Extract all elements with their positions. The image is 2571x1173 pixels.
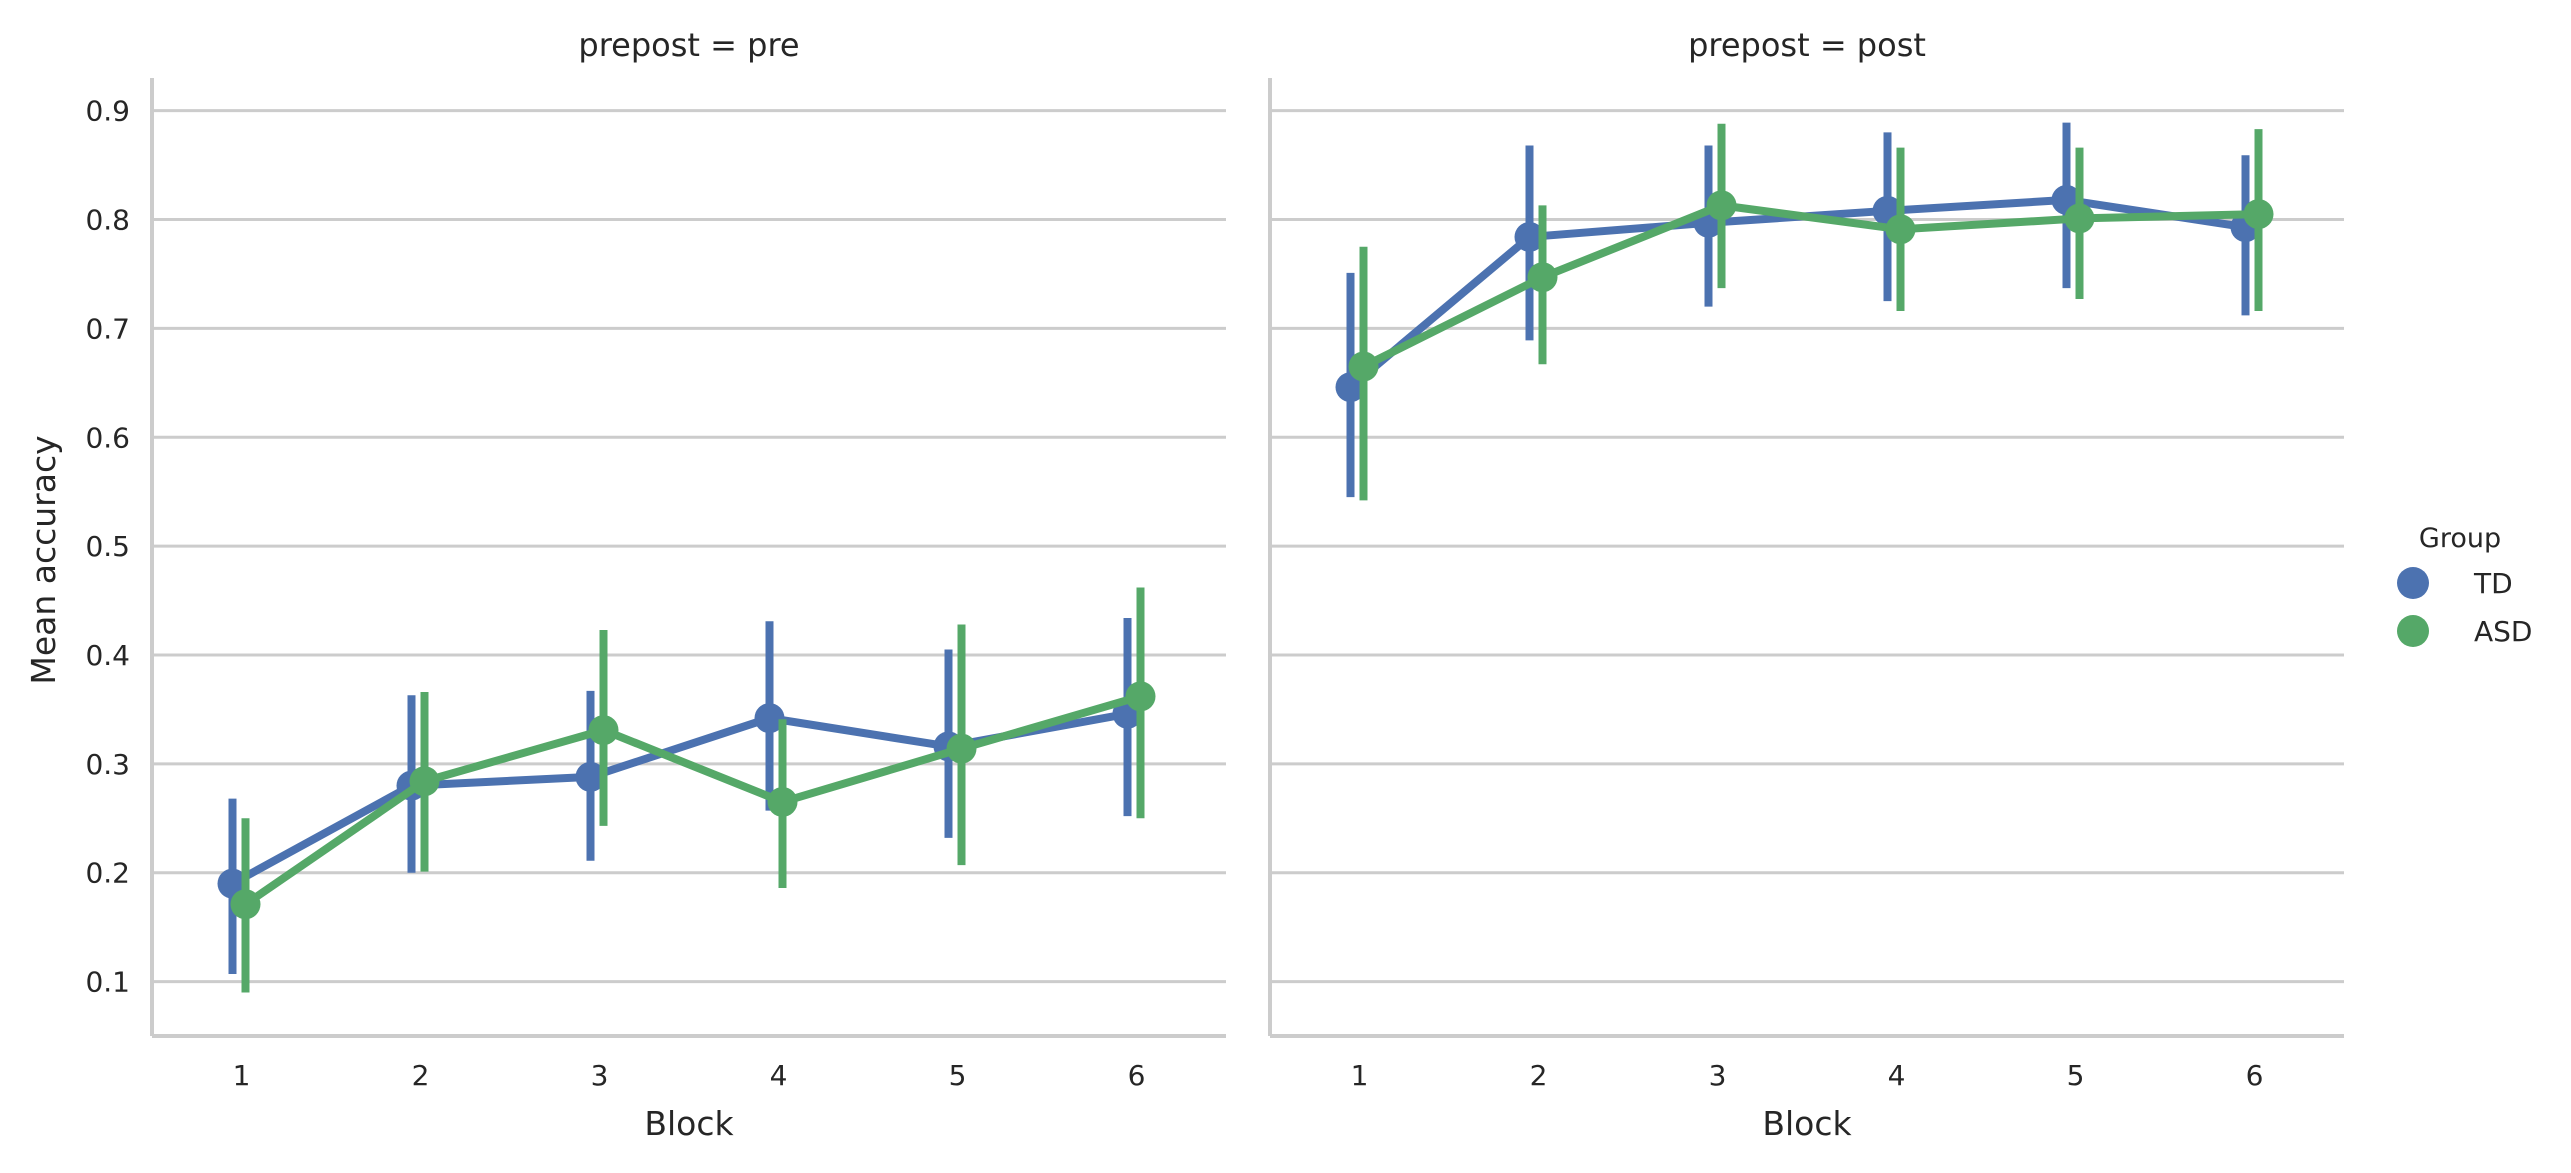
x-tick-label: 4 [1888,1059,1906,1092]
y-tick-label: 0.5 [85,530,130,563]
data-point [230,889,261,920]
data-point [2243,199,2274,230]
data-point [409,766,440,797]
data-point [1125,681,1156,712]
x-axis-label: Block [1762,1104,1852,1143]
panel-title: prepost = pre [578,26,799,64]
y-tick-label: 0.2 [85,857,130,890]
legend-label: TD [2473,567,2513,600]
data-point [1885,214,1916,245]
series-line [1347,195,2247,391]
x-tick-label: 2 [1530,1059,1548,1092]
data-point [588,715,619,746]
x-tick-label: 2 [412,1059,430,1092]
y-tick-label: 0.1 [85,966,130,999]
panel-post: 1 2 3 4 5 6 Block prepost = post [1268,26,2344,1143]
series-td [217,617,1143,974]
series-asd [1348,123,2274,501]
legend-marker [2397,567,2429,599]
y-tick-label: 0.7 [85,312,130,345]
x-tick-label: 3 [591,1059,609,1092]
y-tick-label: 0.3 [85,748,130,781]
y-tick-label: 0.8 [85,204,130,237]
panel-title: prepost = post [1688,26,1926,64]
x-tick-label: 1 [233,1059,251,1092]
x-tick-label: 6 [2246,1059,2264,1092]
data-point [1514,221,1545,252]
x-tick-label: 4 [770,1059,788,1092]
x-tick-label: 1 [1351,1059,1369,1092]
data-point [754,703,785,734]
legend-label: ASD [2474,615,2533,648]
series-line [243,692,1142,908]
legend-title: Group [2419,523,2501,554]
x-tick-label: 5 [949,1059,967,1092]
data-point [2064,203,2095,234]
data-point [1348,351,1379,382]
data-point [946,733,977,764]
data-point [767,786,798,817]
series-asd [230,587,1156,993]
data-point [575,761,606,792]
y-tick-label: 0.4 [85,639,130,672]
panel-pre: 0.1 0.2 0.3 0.4 0.5 0.6 0.7 0.8 0.9 1 2 3 4 5 6 Block pr… [85,26,1226,1143]
data-point [1527,262,1558,293]
x-tick-label: 3 [1709,1059,1727,1092]
y-tick-label: 0.9 [85,95,130,128]
x-axis-label: Block [644,1104,734,1143]
legend: Group TD ASD [2397,523,2533,648]
series-line [1361,201,2259,371]
data-point [1706,190,1737,221]
legend-marker [2397,615,2429,647]
y-tick-label: 0.6 [85,421,130,454]
y-axis-label: Mean accuracy [24,435,63,684]
x-tick-label: 5 [2067,1059,2085,1092]
x-tick-label: 6 [1128,1059,1146,1092]
